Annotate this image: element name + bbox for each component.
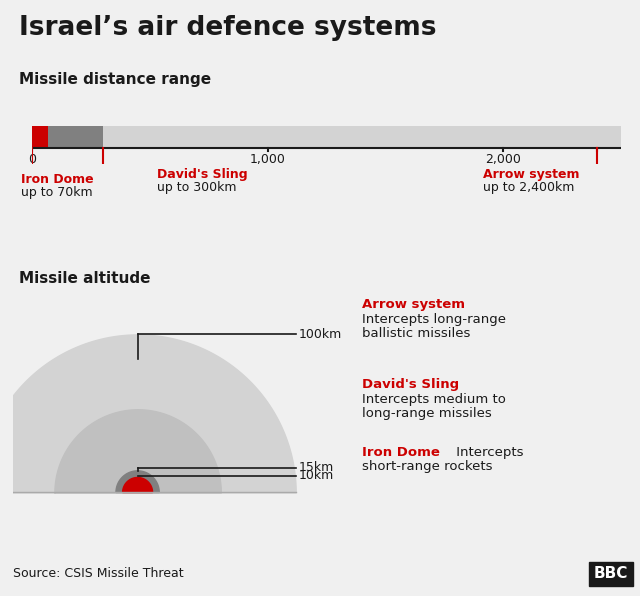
Text: 2,000: 2,000 bbox=[485, 153, 521, 166]
Text: Iron Dome: Iron Dome bbox=[362, 446, 440, 459]
Bar bbox=[32, 126, 49, 148]
Bar bbox=[32, 126, 621, 148]
Text: long-range missiles: long-range missiles bbox=[362, 407, 492, 420]
Text: 100km: 100km bbox=[299, 328, 342, 341]
Text: up to 300km: up to 300km bbox=[157, 181, 236, 194]
Text: David's Sling: David's Sling bbox=[362, 378, 459, 392]
Text: Source: CSIS Missile Threat: Source: CSIS Missile Threat bbox=[13, 567, 184, 580]
Polygon shape bbox=[123, 477, 152, 492]
Text: David's Sling: David's Sling bbox=[157, 168, 248, 181]
Text: BBC: BBC bbox=[594, 566, 628, 581]
Text: Israel’s air defence systems: Israel’s air defence systems bbox=[19, 15, 436, 41]
Text: Intercepts long-range: Intercepts long-range bbox=[362, 313, 506, 326]
Text: up to 2,400km: up to 2,400km bbox=[483, 181, 575, 194]
Text: Intercepts: Intercepts bbox=[452, 446, 524, 459]
Bar bbox=[32, 126, 102, 148]
Text: up to 70km: up to 70km bbox=[21, 186, 93, 199]
Text: short-range rockets: short-range rockets bbox=[362, 460, 492, 473]
Text: 15km: 15km bbox=[299, 461, 334, 474]
Text: 0: 0 bbox=[28, 153, 36, 166]
Text: 10km: 10km bbox=[299, 469, 334, 482]
Text: ballistic missiles: ballistic missiles bbox=[362, 327, 470, 340]
Text: Arrow system: Arrow system bbox=[362, 298, 465, 311]
Text: Missile altitude: Missile altitude bbox=[19, 271, 150, 286]
Text: Intercepts medium to: Intercepts medium to bbox=[362, 393, 506, 406]
Text: Missile distance range: Missile distance range bbox=[19, 72, 211, 86]
Text: 1,000: 1,000 bbox=[250, 153, 285, 166]
Polygon shape bbox=[116, 471, 159, 492]
Text: Iron Dome: Iron Dome bbox=[21, 173, 93, 186]
Text: Arrow system: Arrow system bbox=[483, 168, 580, 181]
